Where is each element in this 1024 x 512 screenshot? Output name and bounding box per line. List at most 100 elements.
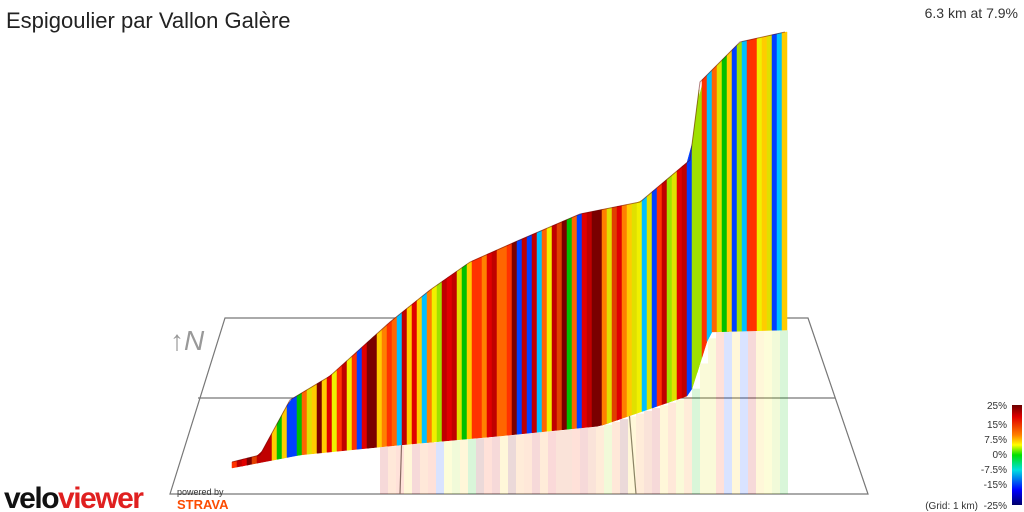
reflection <box>388 446 396 494</box>
wall-segment <box>346 355 353 451</box>
wall-segment <box>461 263 468 440</box>
wall-segment <box>686 144 693 397</box>
reflection <box>780 330 788 494</box>
gradient-scale <box>1012 405 1022 505</box>
reflection <box>468 438 476 494</box>
wall-segment <box>456 267 463 441</box>
reflection <box>676 399 684 494</box>
wall-segment <box>761 35 768 331</box>
wall-segment <box>551 223 558 432</box>
wall-segment <box>351 351 358 451</box>
reflection <box>476 438 484 494</box>
wall-segment <box>631 202 638 416</box>
wall-segment <box>726 49 733 332</box>
reflection <box>484 437 492 494</box>
wall-segment <box>536 229 543 433</box>
reflection <box>580 428 588 494</box>
reflection <box>716 331 724 494</box>
wall-segment <box>331 369 338 453</box>
wall-segment <box>296 392 303 456</box>
wall-segment <box>261 442 268 463</box>
reflection <box>612 421 620 494</box>
wall-segment <box>571 214 578 430</box>
reflection <box>636 413 644 494</box>
reflection <box>516 434 524 494</box>
wall-segment <box>356 346 363 450</box>
wall-segment <box>641 195 648 412</box>
reflection <box>460 439 468 494</box>
reflection <box>772 330 780 494</box>
reflection <box>572 428 580 494</box>
wall-segment <box>616 205 623 421</box>
powered-by: powered by <box>177 487 224 497</box>
wall-segment <box>756 36 763 332</box>
wall-segment <box>411 299 418 445</box>
wall-segment <box>566 217 573 430</box>
wall-segment <box>776 32 783 331</box>
wall-segment <box>526 234 533 434</box>
reflection <box>756 330 764 494</box>
wall-segment <box>651 187 658 409</box>
logo: veloviewer <box>4 482 144 512</box>
wall-segment <box>746 39 753 332</box>
reflection <box>604 424 612 494</box>
wall-segment <box>511 240 518 436</box>
wall-segment <box>781 31 788 331</box>
reflection <box>596 426 604 494</box>
wall-segment <box>606 207 613 424</box>
wall-segment <box>626 203 633 418</box>
legend-label: 0% <box>993 450 1008 461</box>
reflection <box>532 432 540 494</box>
wall-segment <box>291 395 298 457</box>
wall-segment <box>316 380 323 454</box>
wall-segment <box>496 247 503 437</box>
legend: 25% 15% 7.5% 0% -7.5% -15% -25% <box>981 401 1007 512</box>
legend-label: 15% <box>987 420 1007 431</box>
wall-segment <box>736 41 743 332</box>
reflection <box>668 402 676 494</box>
wall-segment <box>466 260 473 440</box>
wall-segment <box>451 270 458 441</box>
wall-segment <box>321 377 328 454</box>
reflection <box>564 429 572 494</box>
wall-segment <box>681 161 688 399</box>
reflection <box>436 441 444 494</box>
reflection <box>692 388 700 494</box>
wall-segment <box>741 40 748 332</box>
wall-segment <box>636 199 643 414</box>
wall-segment <box>501 245 508 437</box>
reflection <box>708 338 716 494</box>
reflection <box>620 419 628 494</box>
wall-segment <box>396 311 403 446</box>
wall-segment <box>581 212 588 429</box>
legend-label: -7.5% <box>981 465 1007 476</box>
reflection <box>732 331 740 494</box>
wall-segment <box>531 232 538 434</box>
reflection <box>492 436 500 494</box>
reflection <box>652 408 660 494</box>
wall-segment <box>516 238 523 435</box>
reflection <box>412 443 420 494</box>
wall-segment <box>311 383 318 455</box>
reflection <box>644 410 652 494</box>
wall-segment <box>476 256 483 439</box>
wall-segment <box>326 373 333 453</box>
wall-segment <box>341 360 348 452</box>
reflection <box>444 441 452 494</box>
reflection <box>524 433 532 494</box>
wall-segment <box>471 258 478 439</box>
reflection <box>508 435 516 494</box>
reflection <box>452 440 460 494</box>
compass: ↑N <box>170 325 205 356</box>
logo-viewer: viewer <box>58 482 144 512</box>
reflection <box>420 443 428 494</box>
reflection <box>540 432 548 494</box>
wall-segment <box>671 170 678 402</box>
wall-segment <box>371 333 378 449</box>
reflection <box>380 447 388 494</box>
reflection <box>500 436 508 494</box>
reflection <box>740 331 748 494</box>
reflection <box>748 330 756 494</box>
